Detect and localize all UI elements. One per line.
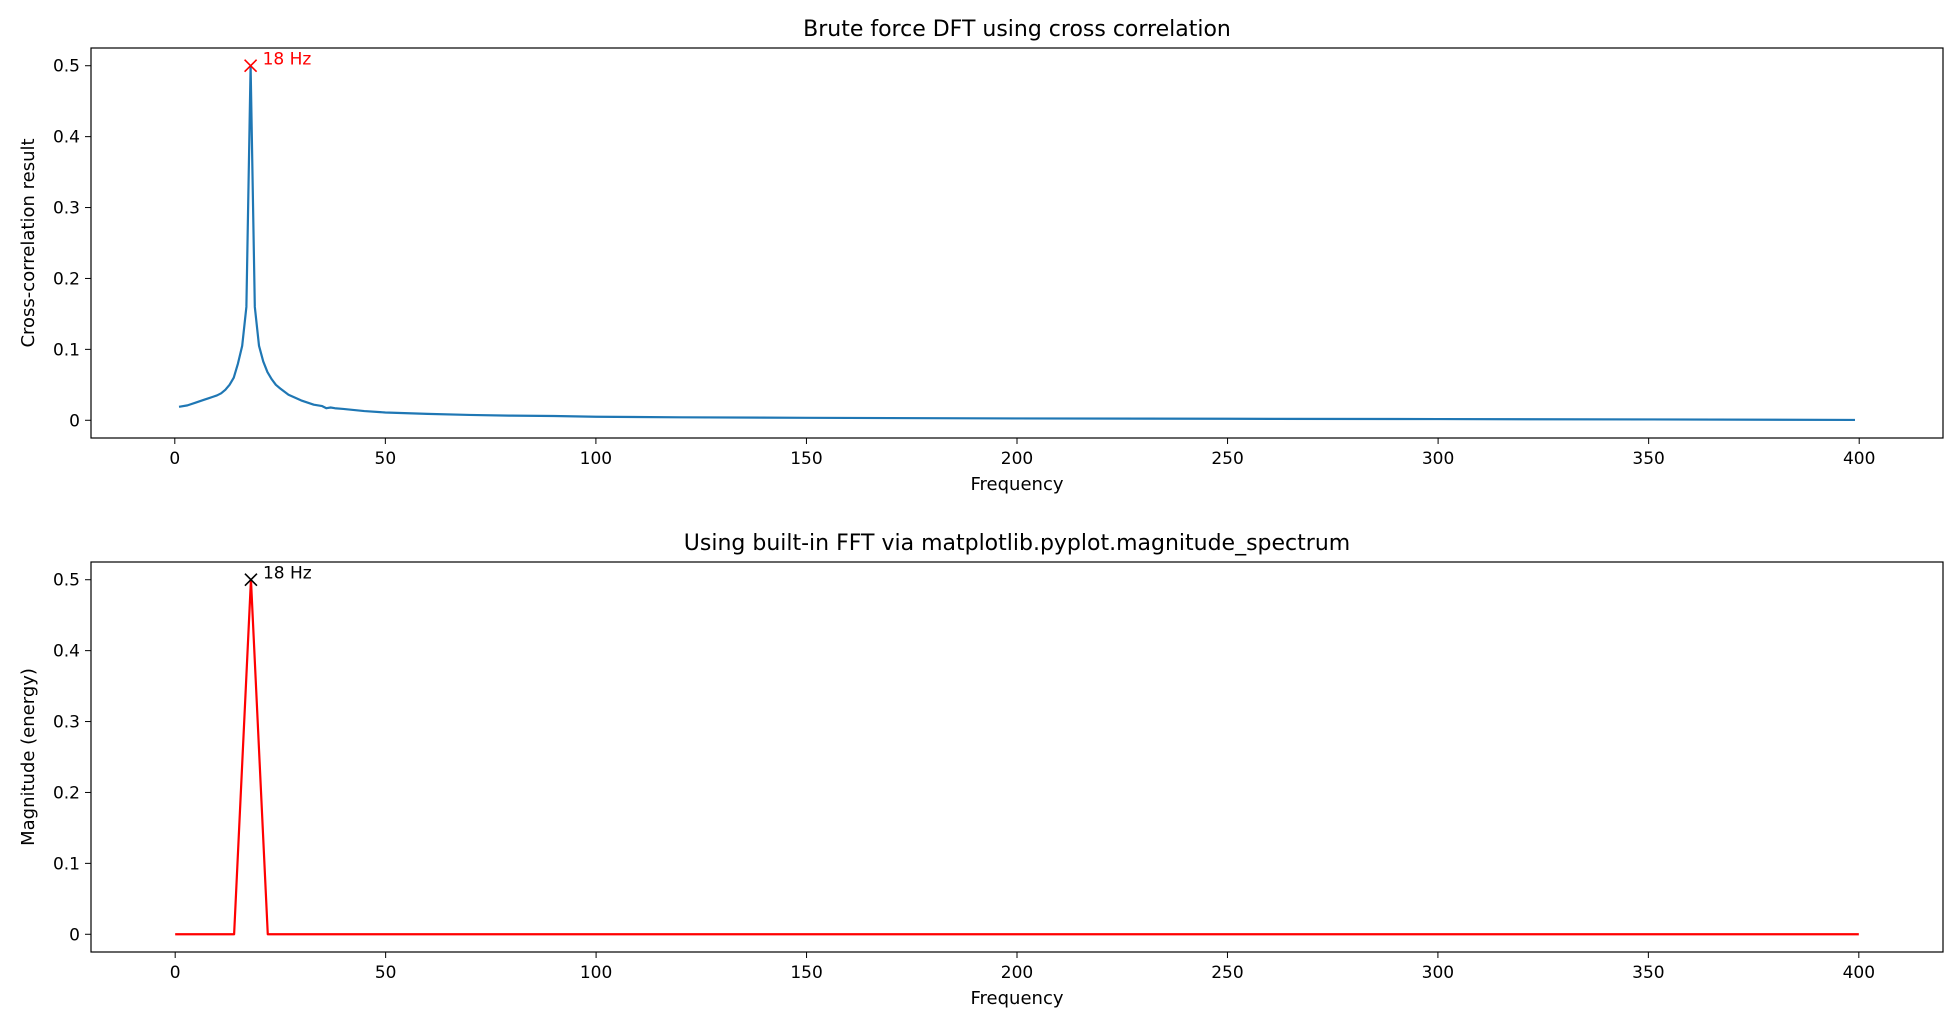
y-tick-label: 0.5 — [53, 571, 80, 591]
x-tick-label: 50 — [375, 449, 397, 469]
x-tick-label: 0 — [170, 963, 181, 983]
peak-marker-stroke — [244, 59, 258, 73]
series-line-1 — [175, 578, 1859, 936]
y-tick-label: 0.4 — [53, 128, 80, 148]
axes-frame — [90, 47, 1944, 439]
chart-title: Brute force DFT using cross correlation — [803, 17, 1231, 42]
x-tick-label: 0 — [169, 449, 180, 469]
peak-marker — [244, 59, 258, 73]
peak-marker — [244, 573, 258, 587]
y-tick-label: 0.4 — [53, 642, 80, 662]
x-tick-label: 350 — [1632, 963, 1664, 983]
y-tick-label: 0.2 — [53, 269, 80, 289]
x-tick-label: 300 — [1422, 449, 1454, 469]
x-tick-label: 100 — [580, 449, 612, 469]
x-tick-label: 200 — [1001, 449, 1033, 469]
y-axis-label: Magnitude (energy) — [18, 668, 39, 846]
y-tick-label: 0 — [69, 411, 80, 431]
axes-frame — [90, 561, 1944, 953]
series-line-1 — [178, 64, 1855, 422]
x-tick-label: 250 — [1211, 449, 1243, 469]
y-tick-label: 0.3 — [53, 199, 80, 219]
x-axis-label: Frequency — [971, 988, 1064, 1009]
x-tick-label: 300 — [1422, 963, 1454, 983]
y-axis-label: Cross-correlation result — [18, 138, 39, 347]
chart-panel-2: 0 50 100 150 200 250 300 350 400 0 0.1 0.2 0.3 0.4 0.5… — [18, 531, 1944, 1009]
y-tick-label: 0.2 — [53, 783, 80, 803]
x-tick-label: 200 — [1001, 963, 1033, 983]
x-tick-label: 250 — [1211, 963, 1243, 983]
x-tick-label: 400 — [1843, 963, 1875, 983]
chart-title: Using built-in FFT via matplotlib.pyplot… — [684, 531, 1350, 556]
x-axis-label: Frequency — [971, 474, 1064, 495]
y-tick-label: 0.1 — [53, 854, 80, 874]
y-tick-label: 0.1 — [53, 340, 80, 360]
peak-annotation: 18 Hz — [263, 564, 312, 584]
y-tick-label: 0.5 — [53, 57, 80, 77]
x-tick-label: 400 — [1843, 449, 1875, 469]
x-tick-label: 150 — [790, 963, 822, 983]
x-tick-label: 150 — [790, 449, 822, 469]
chart-panel-1: 0 50 100 150 200 250 300 350 400 0 0.1 0.2 0.3 0.4 0.5… — [18, 17, 1944, 495]
x-tick-label: 350 — [1632, 449, 1664, 469]
peak-annotation: 18 Hz — [263, 50, 312, 70]
x-tick-label: 100 — [580, 963, 612, 983]
y-tick-label: 0.3 — [53, 713, 80, 733]
peak-marker-stroke — [244, 573, 258, 587]
x-tick-label: 50 — [375, 963, 397, 983]
y-tick-label: 0 — [69, 925, 80, 945]
